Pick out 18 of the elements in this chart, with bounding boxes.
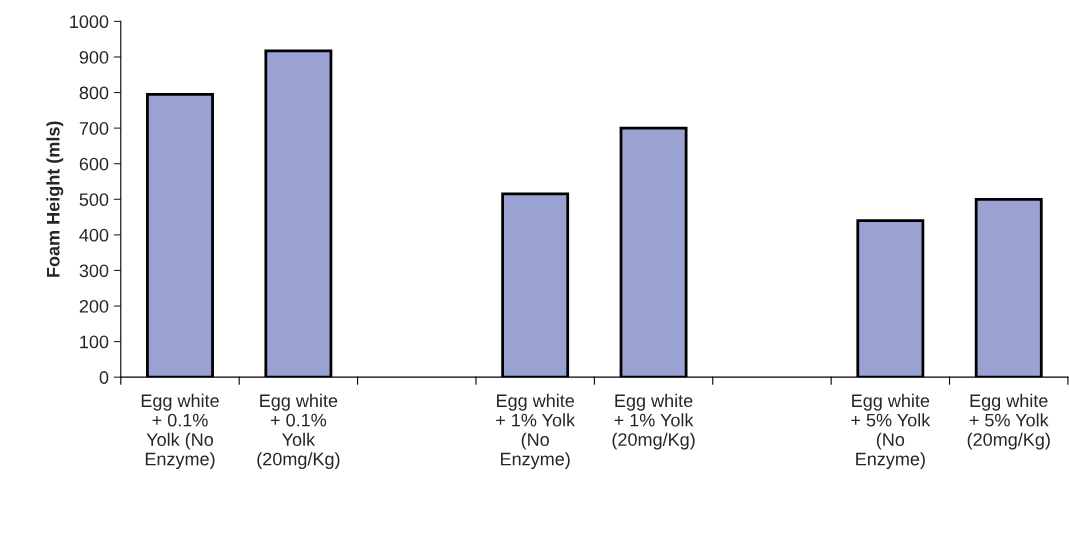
y-tick-label: 0 [99, 371, 109, 384]
y-tick-label: 400 [79, 228, 109, 242]
x-tick-label: Egg white + 5% Yolk (No Enzyme) [851, 393, 931, 470]
y-tick-label: 900 [79, 50, 109, 64]
y-tick-label: 1000 [70, 15, 109, 29]
y-axis-title: Foam Height (mls) [46, 121, 64, 277]
y-tick-label: 700 [79, 122, 109, 135]
y-tick-label: 600 [79, 157, 109, 171]
y-tick-label: 100 [80, 335, 109, 349]
x-tick-label: Egg white + 0.1% Yolk (20mg/Kg) [257, 393, 340, 470]
y-tick-label: 300 [79, 264, 109, 278]
y-tick-label: 800 [79, 86, 109, 100]
x-tick-label: Egg white + 0.1% Yolk (No Enzyme) [141, 393, 219, 470]
x-tick-label: Egg white + 1% Yolk (No Enzyme) [496, 393, 576, 470]
y-tick-label: 200 [79, 299, 109, 313]
x-tick-label: Egg white + 1% Yolk (20mg/Kg) [612, 393, 695, 450]
y-tick-label: 500 [79, 193, 109, 207]
x-tick-label: Egg white + 5% Yolk (20mg/Kg) [967, 393, 1050, 450]
